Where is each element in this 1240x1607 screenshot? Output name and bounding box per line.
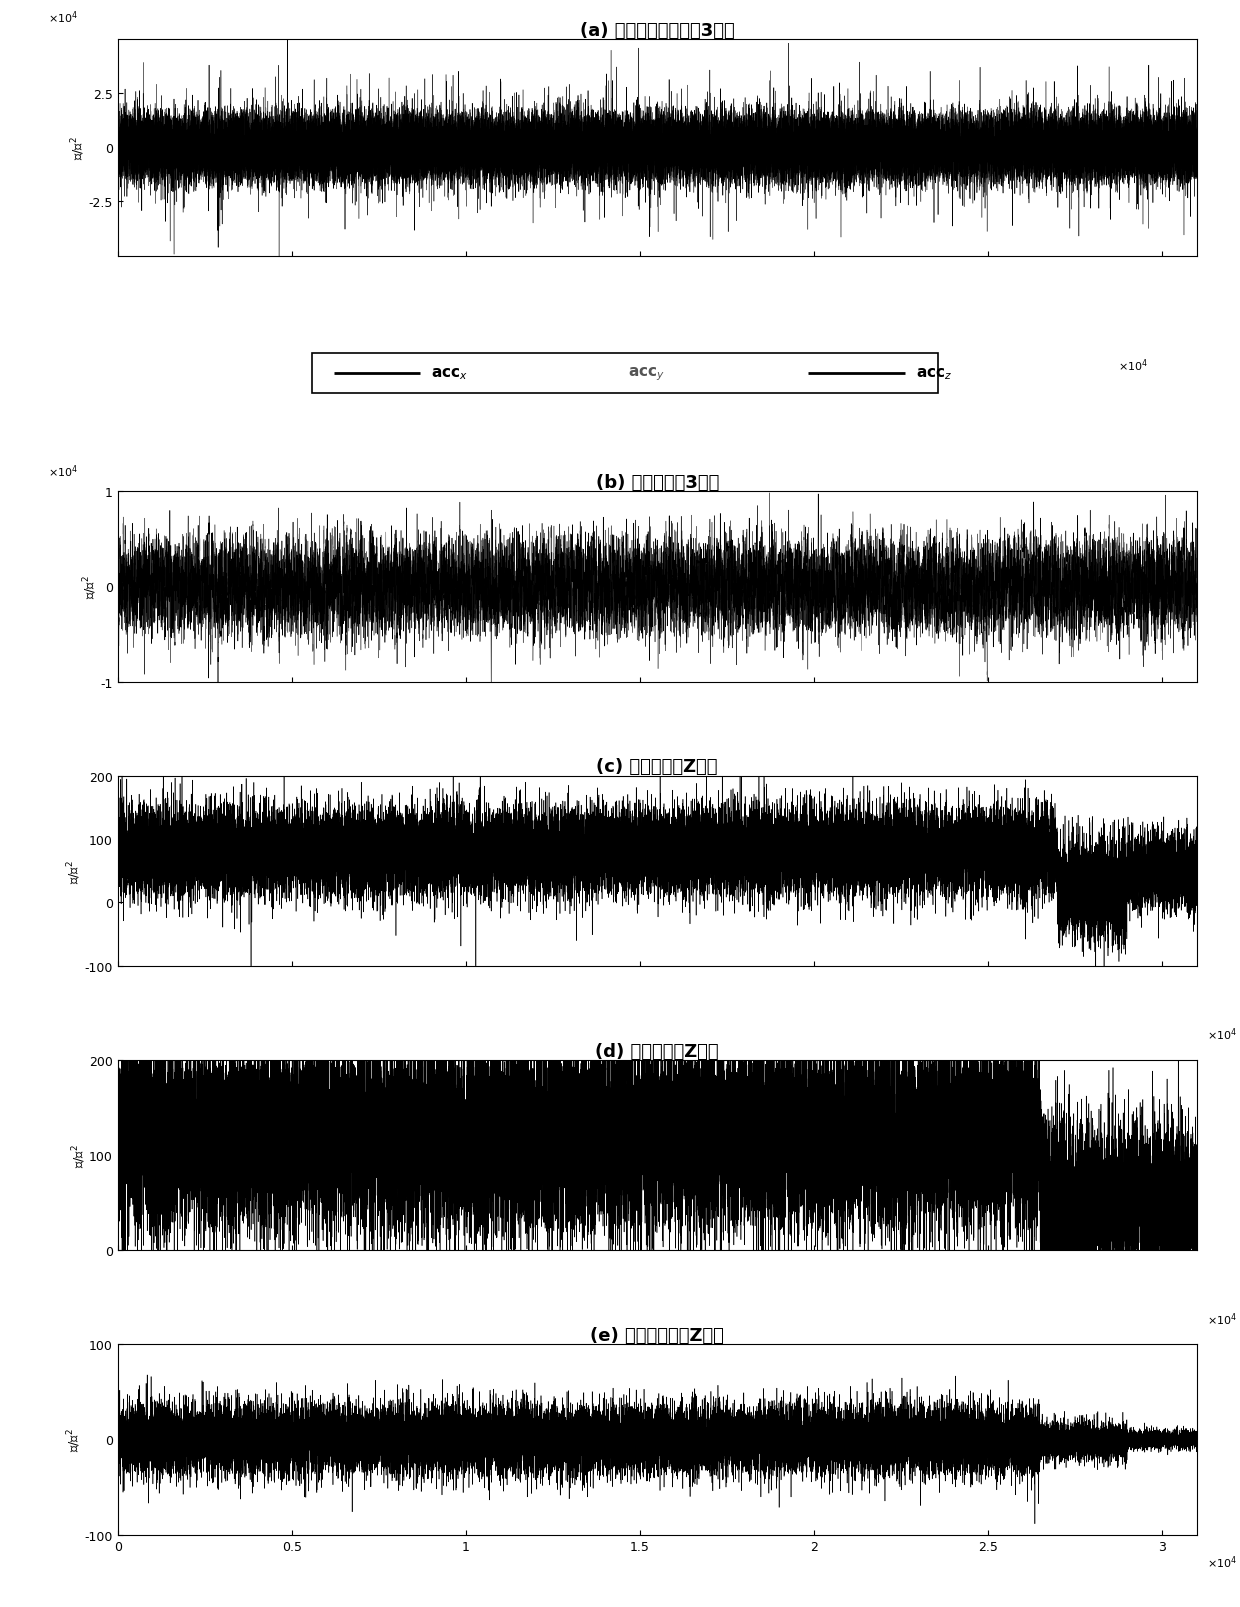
Title: (e) 去基线处理（Z轴）: (e) 去基线处理（Z轴） (590, 1326, 724, 1345)
Text: $\times10^4$: $\times10^4$ (47, 10, 78, 26)
Text: $\times10^4$: $\times10^4$ (1208, 1554, 1238, 1570)
Bar (312, 354, 937, 394)
Y-axis label: 米/秒$^2$: 米/秒$^2$ (71, 1144, 88, 1167)
Title: (d) 滤波处理（Z轴）: (d) 滤波处理（Z轴） (595, 1041, 719, 1061)
Title: (a) 原始加速度数据（3轴）: (a) 原始加速度数据（3轴） (580, 22, 734, 40)
Text: $\times10^4$: $\times10^4$ (1118, 357, 1148, 374)
Y-axis label: 米/秒$^2$: 米/秒$^2$ (66, 1427, 83, 1451)
Title: (b) 平滑处理（3轴）: (b) 平滑处理（3轴） (595, 474, 719, 492)
Text: $\times10^4$: $\times10^4$ (47, 463, 78, 480)
Y-axis label: 米/秒$^2$: 米/秒$^2$ (66, 860, 83, 882)
Text: acc$_x$: acc$_x$ (430, 366, 467, 382)
Text: acc$_z$: acc$_z$ (916, 366, 952, 382)
Y-axis label: 米/秒$^2$: 米/秒$^2$ (82, 575, 99, 599)
Text: $\times10^4$: $\times10^4$ (1208, 1310, 1238, 1327)
Text: $\times10^4$: $\times10^4$ (1208, 1025, 1238, 1043)
Title: (c) 数据转换（Z轴）: (c) 数据转换（Z轴） (596, 759, 718, 776)
Y-axis label: 米/秒$^2$: 米/秒$^2$ (69, 137, 87, 161)
Text: acc$_y$: acc$_y$ (627, 365, 665, 382)
